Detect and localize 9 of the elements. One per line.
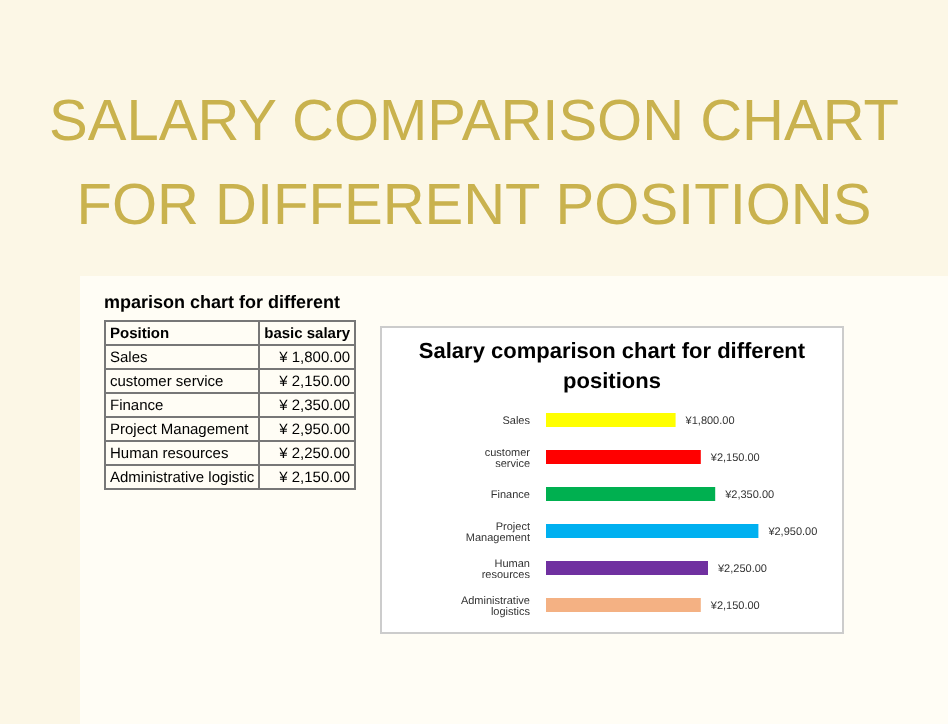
bar [546, 487, 716, 502]
text: mparison chart for different [104, 292, 341, 312]
bar [546, 598, 701, 613]
text: SALARY COMPARISON CHART FOR DIFFERENT POSITIONS [47, 88, 901, 242]
bar [546, 561, 708, 576]
bar [546, 413, 676, 428]
bar [546, 450, 701, 465]
chart-title: Salary comparison chart for different positions [416, 338, 808, 398]
bar [546, 524, 759, 539]
